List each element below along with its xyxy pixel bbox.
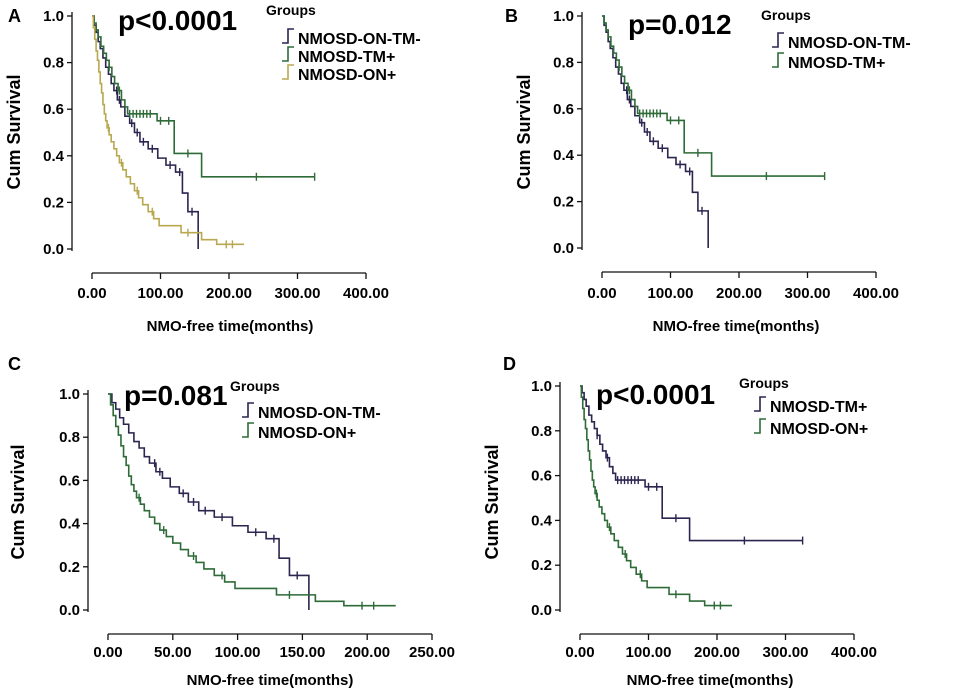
p-value-label: p=0.012 <box>628 9 732 40</box>
y-axis-label: Cum Survival <box>4 74 24 189</box>
x-tick-label: 200.00 <box>344 644 390 661</box>
y-tick-label: 0.0 <box>531 602 552 619</box>
legend-swatch <box>282 46 294 62</box>
legend-item: NMOSD-ON+ <box>770 421 868 438</box>
series-line-1 <box>580 385 803 542</box>
y-tick-label: 0.4 <box>59 516 81 533</box>
series-line-2 <box>92 15 315 178</box>
x-tick-label: 300.00 <box>763 644 809 661</box>
y-tick-label: 0.8 <box>531 423 552 440</box>
y-tick-label: 0.2 <box>531 557 552 574</box>
legend-swatch <box>772 52 784 68</box>
series-line-2 <box>108 393 396 607</box>
legend-title: Groups <box>761 7 811 23</box>
legend-swatch <box>282 64 294 80</box>
y-tick-label: 1.0 <box>43 8 64 25</box>
y-tick-label: 1.0 <box>531 378 552 395</box>
y-tick-label: 0.0 <box>43 241 64 258</box>
x-tick-label: 100.00 <box>648 285 694 302</box>
panel-b: B 0.0 0.2 0.4 0.6 0.8 1.0 0.00 100.00 200.00 300.0… <box>505 6 911 335</box>
legend-item: NMOSD-TM+ <box>770 399 867 416</box>
panel-label: A <box>8 6 21 26</box>
panel-label: C <box>8 354 21 374</box>
y-tick-label: 0.6 <box>43 101 64 118</box>
y-tick-label: 1.0 <box>59 386 80 403</box>
legend-swatch <box>242 422 254 438</box>
series-line-2 <box>580 385 733 607</box>
x-tick-label: 300.00 <box>785 285 831 302</box>
x-axis-label: NMO-free time(months) <box>653 318 820 335</box>
y-tick-label: 0.4 <box>553 147 575 164</box>
legend-swatch <box>754 418 766 434</box>
x-tick-label: 0.00 <box>77 285 106 302</box>
legend-swatch <box>772 32 784 48</box>
panel-d: D 0.0 0.2 0.4 0.6 0.8 1.0 0.00 100.00 200.00 300.0… <box>482 354 877 689</box>
legend-item: NMOSD-ON-TM- <box>788 35 911 52</box>
x-tick-label: 50.00 <box>154 644 192 661</box>
x-tick-label: 200.00 <box>694 644 740 661</box>
y-tick-label: 0.4 <box>531 512 553 529</box>
y-tick-label: 0.6 <box>59 472 80 489</box>
y-tick-label: 0.0 <box>553 240 574 257</box>
y-tick-label: 0.4 <box>43 148 65 165</box>
y-tick-label: 0.2 <box>59 559 80 576</box>
legend-swatch <box>282 28 294 44</box>
x-tick-label: 150.00 <box>279 644 325 661</box>
y-tick-label: 0.6 <box>553 101 574 118</box>
x-tick-label: 300.00 <box>275 285 321 302</box>
legend-item: NMOSD-ON-TM- <box>298 31 421 48</box>
panel-c: C 0.0 0.2 0.4 0.6 0.8 1.0 0.00 50.00 100.00 150.00… <box>8 354 455 689</box>
x-axis-label: NMO-free time(months) <box>187 672 354 689</box>
legend-item: NMOSD-TM+ <box>298 49 395 66</box>
p-value-label: p<0.0001 <box>596 379 715 410</box>
x-tick-label: 0.00 <box>93 644 122 661</box>
series-line-3 <box>92 15 245 246</box>
panel-label: D <box>503 354 516 374</box>
y-tick-label: 1.0 <box>553 8 574 25</box>
x-tick-label: 0.00 <box>587 285 616 302</box>
series-line-1 <box>108 393 310 610</box>
series-line-1 <box>92 15 199 249</box>
panel-label: B <box>505 6 518 26</box>
x-tick-label: 100.00 <box>215 644 261 661</box>
x-tick-label: 200.00 <box>716 285 762 302</box>
y-tick-label: 0.8 <box>59 429 80 446</box>
y-tick-label: 0.0 <box>59 602 80 619</box>
legend-swatch <box>242 402 254 418</box>
series-line-2 <box>602 15 825 177</box>
y-tick-label: 0.6 <box>531 468 552 485</box>
legend-item: NMOSD-ON+ <box>258 425 356 442</box>
x-tick-label: 100.00 <box>626 644 672 661</box>
p-value-label: p=0.081 <box>124 380 228 411</box>
legend-title: Groups <box>230 378 280 394</box>
legend-swatch <box>754 396 766 412</box>
x-tick-label: 400.00 <box>853 285 899 302</box>
panel-a: A 0.0 0.2 0.4 0.6 0.8 1.0 0.00 100.00 200.00 300.0… <box>4 2 421 335</box>
legend-item: NMOSD-ON+ <box>298 67 396 84</box>
y-tick-label: 0.2 <box>553 194 574 211</box>
x-tick-label: 100.00 <box>138 285 184 302</box>
legend-title: Groups <box>266 2 316 18</box>
legend-title: Groups <box>739 375 789 391</box>
x-axis-label: NMO-free time(months) <box>147 318 314 335</box>
x-tick-label: 400.00 <box>831 644 877 661</box>
legend-item: NMOSD-TM+ <box>788 55 885 72</box>
x-tick-label: 250.00 <box>409 644 455 661</box>
y-tick-label: 0.8 <box>553 54 574 71</box>
y-axis-label: Cum Survival <box>8 444 28 559</box>
y-axis-label: Cum Survival <box>514 74 534 189</box>
y-axis-label: Cum Survival <box>482 444 502 559</box>
series-line-1 <box>602 15 709 248</box>
y-tick-label: 0.8 <box>43 55 64 72</box>
x-axis-label: NMO-free time(months) <box>627 672 794 689</box>
y-tick-label: 0.2 <box>43 194 64 211</box>
x-tick-label: 200.00 <box>206 285 252 302</box>
p-value-label: p<0.0001 <box>118 5 237 36</box>
x-tick-label: 0.00 <box>565 644 594 661</box>
x-tick-label: 400.00 <box>343 285 389 302</box>
legend-item: NMOSD-ON-TM- <box>258 405 381 422</box>
